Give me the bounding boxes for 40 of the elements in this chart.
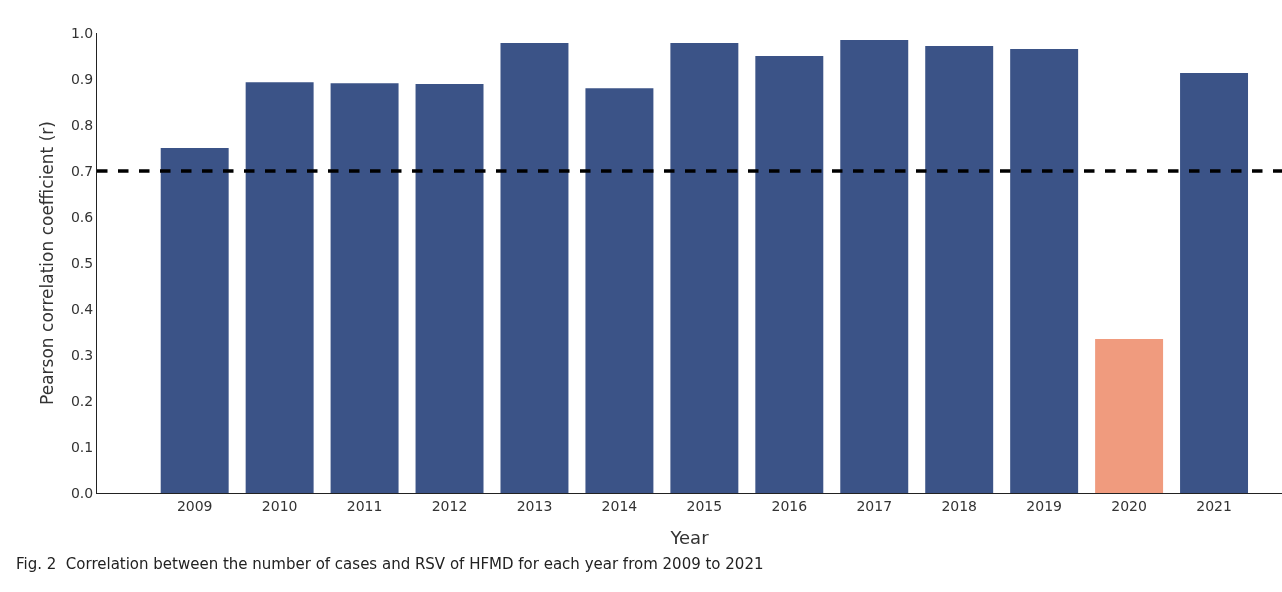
x-tick-label: 2013 xyxy=(516,497,553,514)
bar xyxy=(670,43,739,493)
bar xyxy=(1180,73,1249,493)
x-tick-label: 2011 xyxy=(346,497,383,514)
x-axis-title: Year xyxy=(669,526,710,548)
bar xyxy=(585,88,654,493)
y-tick-label: 0.0 xyxy=(70,484,94,501)
bar xyxy=(1010,49,1079,493)
bar xyxy=(1095,338,1164,493)
x-tick-label: 2014 xyxy=(601,497,638,514)
x-tick-label: 2018 xyxy=(941,497,978,514)
bar xyxy=(330,83,399,493)
y-tick-label: 0.2 xyxy=(70,392,94,409)
bar xyxy=(755,56,824,493)
y-tick-label: 0.6 xyxy=(70,208,94,225)
y-axis-title: Pearson correlation coefficient (r) xyxy=(37,121,58,405)
y-tick-label: 0.8 xyxy=(70,116,94,133)
x-tick-label: 2010 xyxy=(261,497,298,514)
x-tick-label: 2017 xyxy=(856,497,893,514)
x-tick-label: 2019 xyxy=(1026,497,1062,514)
x-tick-label: 2016 xyxy=(771,497,808,514)
y-tick-label: 0.9 xyxy=(70,70,94,87)
bar xyxy=(925,45,994,493)
x-tick-label: 2020 xyxy=(1111,497,1147,514)
y-tick-label: 1.0 xyxy=(70,24,94,41)
y-tick-label: 0.1 xyxy=(70,438,94,455)
y-tick-label: 0.7 xyxy=(70,162,94,179)
x-tick-label: 2012 xyxy=(431,497,468,514)
bar xyxy=(500,43,569,493)
bar xyxy=(840,39,909,493)
x-tick-label: 2021 xyxy=(1196,497,1232,514)
x-tick-label: 2009 xyxy=(176,497,213,514)
y-tick-label: 0.5 xyxy=(70,254,94,271)
y-tick-label: 0.4 xyxy=(70,300,94,317)
caption: Fig. 2 Correlation between the number of cases and RSV of HFMD for each year from 2009 to 2021 xyxy=(16,555,764,573)
bar xyxy=(245,82,314,493)
bar xyxy=(160,148,229,493)
bar xyxy=(415,84,484,493)
y-tick-label: 0.3 xyxy=(70,346,94,363)
x-tick-label: 2015 xyxy=(686,497,723,514)
